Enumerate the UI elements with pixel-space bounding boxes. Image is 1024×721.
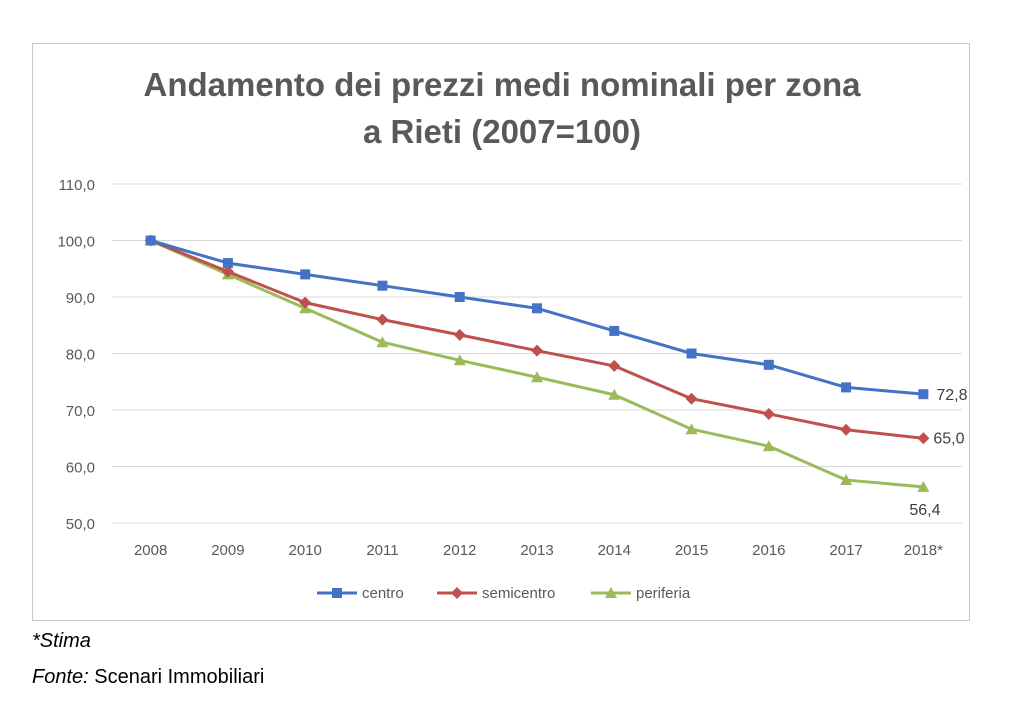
y-tick-label: 100,0 [57, 234, 95, 251]
data-point-centro [300, 269, 311, 280]
chart-frame: Andamento dei prezzi medi nominali per z… [32, 43, 970, 621]
legend-marker-semicentro [451, 587, 463, 599]
series-line-centro [150, 239, 924, 396]
data-point-semicentro [376, 313, 389, 326]
x-tick-label: 2010 [288, 542, 321, 559]
data-point-centro [222, 258, 233, 269]
data-point-semicentro [221, 265, 234, 278]
data-point-periferia [453, 354, 466, 366]
data-point-semicentro [685, 392, 698, 405]
x-tick-label: 2017 [829, 542, 862, 559]
data-point-periferia [685, 423, 698, 435]
source-value: Scenari Immobiliari [88, 666, 265, 688]
data-point-centro [609, 325, 620, 336]
data-point-semicentro [531, 344, 543, 357]
chart-title-line: a Rieti (2007=100) [363, 113, 641, 150]
chart-title-line: Andamento dei prezzi medi nominali per z… [144, 66, 862, 103]
legend-marker-centro [332, 588, 342, 598]
data-label-periferia: 56,4 [909, 502, 940, 519]
data-point-semicentro [608, 359, 621, 372]
data-label-centro: 72,8 [936, 387, 967, 404]
data-point-semicentro [762, 407, 775, 420]
data-point-semicentro [840, 423, 853, 436]
x-tick-label: 2012 [443, 542, 476, 559]
legend-label-centro: centro [362, 585, 404, 602]
data-point-periferia [531, 371, 543, 383]
data-label-semicentro: 65,0 [933, 430, 964, 447]
source-label: Fonte: [32, 666, 89, 688]
y-tick-label: 50,0 [66, 516, 95, 533]
data-point-periferia [917, 480, 930, 492]
data-point-semicentro [299, 296, 312, 309]
source-note: Fonte: Scenari Immobiliari [32, 666, 264, 689]
x-tick-label: 2018* [904, 542, 943, 559]
data-point-centro [918, 389, 929, 400]
x-tick-label: 2015 [675, 542, 708, 559]
y-tick-label: 70,0 [66, 403, 95, 420]
data-point-periferia [376, 336, 389, 348]
series-line-periferia [150, 239, 924, 489]
legend-label-periferia: periferia [636, 585, 691, 602]
data-point-semicentro [453, 328, 466, 341]
data-point-periferia [840, 474, 853, 486]
data-point-centro [763, 359, 774, 370]
y-tick-label: 80,0 [66, 347, 95, 364]
data-point-centro [841, 382, 852, 393]
x-tick-label: 2008 [134, 542, 167, 559]
data-point-periferia [608, 388, 621, 400]
data-point-centro [454, 292, 465, 302]
x-tick-label: 2016 [752, 542, 785, 559]
data-point-centro [532, 303, 542, 314]
data-point-periferia [762, 440, 775, 452]
y-tick-label: 60,0 [66, 460, 95, 477]
line-chart: Andamento dei prezzi medi nominali per z… [57, 66, 967, 602]
y-tick-label: 90,0 [66, 290, 95, 307]
data-point-centro [686, 348, 697, 359]
legend-marker-periferia [605, 587, 617, 598]
footnote-estimate: *Stima [32, 630, 91, 652]
y-tick-label: 110,0 [59, 177, 95, 194]
x-tick-label: 2014 [598, 542, 631, 559]
data-point-centro [145, 235, 156, 246]
x-tick-label: 2009 [211, 542, 244, 559]
data-point-centro [377, 280, 388, 291]
x-tick-label: 2013 [520, 542, 553, 559]
x-tick-label: 2011 [366, 542, 398, 559]
legend-label-semicentro: semicentro [482, 585, 555, 602]
data-point-semicentro [917, 432, 930, 445]
